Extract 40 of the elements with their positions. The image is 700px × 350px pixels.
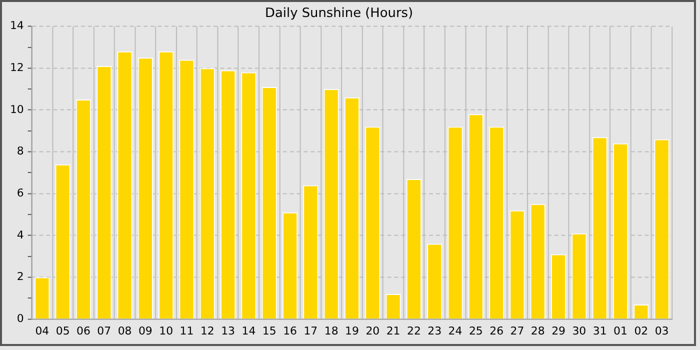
y-tick-label: 10 — [10, 102, 24, 116]
chart-title: Daily Sunshine (Hours) — [265, 6, 414, 21]
x-tick-label: 28 — [530, 324, 545, 338]
x-tick-label: 29 — [552, 324, 566, 338]
x-tick-label: 25 — [468, 324, 483, 338]
x-tick-label: 24 — [448, 324, 462, 338]
x-tick-label: 07 — [97, 324, 112, 338]
y-tick-label: 2 — [16, 270, 24, 284]
x-tick-label: 16 — [283, 324, 298, 338]
x-tick-label: 21 — [386, 324, 400, 338]
x-tick-label: 05 — [56, 324, 70, 338]
x-tick-label: 09 — [138, 324, 152, 338]
x-tick-label: 10 — [159, 324, 174, 338]
x-tick-label: 30 — [572, 324, 586, 338]
x-tick-label: 03 — [654, 324, 669, 338]
x-tick-label: 23 — [428, 324, 442, 338]
y-tick-label: 6 — [16, 186, 24, 200]
x-tick-label: 12 — [200, 324, 214, 338]
y-tick-label: 12 — [10, 60, 24, 74]
x-tick-label: 15 — [262, 324, 276, 338]
x-tick-label: 01 — [614, 324, 628, 338]
y-tick-label: 14 — [10, 19, 24, 32]
y-tick-label: 0 — [16, 312, 24, 325]
x-tick-label: 08 — [118, 324, 132, 338]
x-tick-label: 02 — [634, 324, 648, 338]
x-tick-label: 18 — [324, 324, 338, 338]
x-tick-label: 22 — [406, 324, 421, 338]
x-tick-label: 06 — [76, 324, 90, 338]
y-tick-label: 4 — [16, 228, 24, 242]
x-tick-label: 04 — [35, 324, 50, 338]
x-tick-label: 17 — [304, 324, 318, 338]
x-tick-label: 26 — [490, 324, 504, 338]
x-tick-label: 31 — [592, 324, 607, 338]
y-tick-label: 8 — [16, 144, 24, 158]
x-tick-label: 19 — [345, 324, 359, 338]
x-tick-label: 20 — [366, 324, 380, 338]
x-tick-label: 11 — [180, 324, 194, 338]
x-tick-label: 14 — [242, 324, 256, 338]
x-tick-label: 13 — [221, 324, 236, 338]
x-tick-label: 27 — [510, 324, 524, 338]
